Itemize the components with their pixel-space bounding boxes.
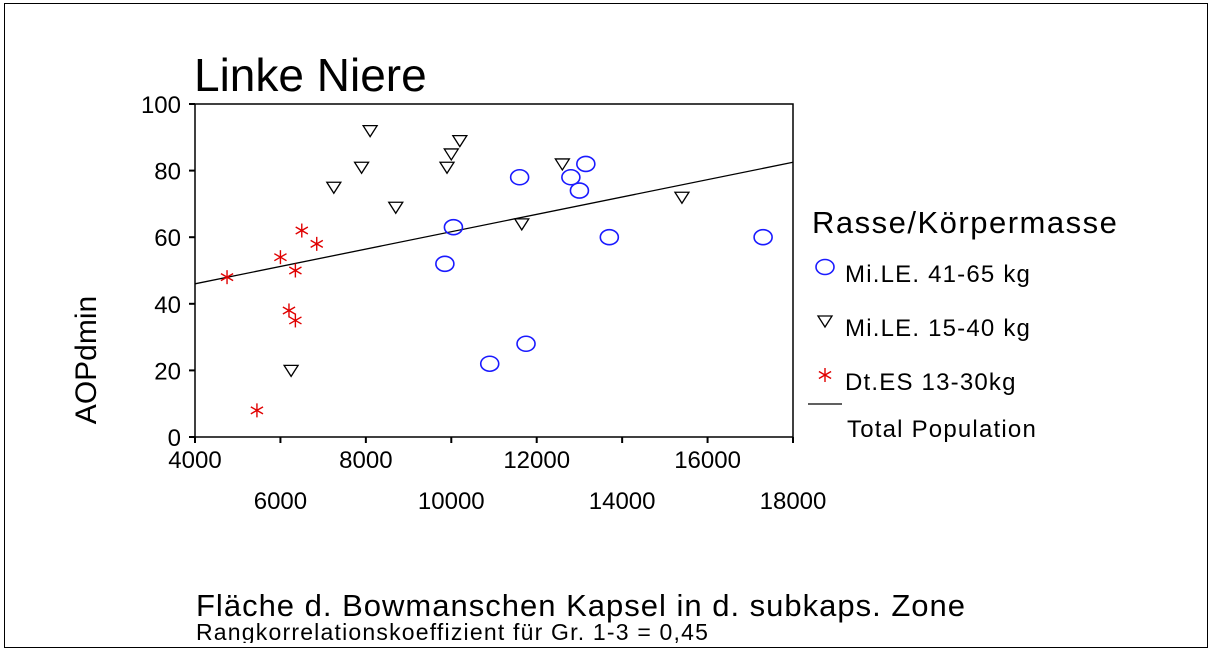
point-series1-10 xyxy=(673,191,691,205)
legend-label-0: Mi.LE. 41-65 kg xyxy=(845,261,1031,288)
legend-title: Rasse/Körpermasse xyxy=(812,205,1118,240)
legend-marker-0 xyxy=(815,258,835,276)
x-tick-label-upper-0: 4000 xyxy=(168,447,221,474)
point-series0-2 xyxy=(479,355,500,373)
legend-marker-2 xyxy=(818,368,832,382)
legend-label-2: Dt.ES 13-30kg xyxy=(845,369,1017,396)
data-points xyxy=(220,124,773,418)
x-tick-label-upper-1: 8000 xyxy=(339,447,392,474)
y-tick-label-5: 100 xyxy=(141,92,181,119)
plot-area xyxy=(194,103,794,438)
point-series1-7 xyxy=(451,134,469,148)
legend: Rasse/Körpermasse Mi.LE. 41-65 kg Mi.LE. … xyxy=(808,205,1118,443)
point-series0-4 xyxy=(516,335,536,353)
legend-label-1: Mi.LE. 15-40 kg xyxy=(845,315,1031,342)
y-axis: 0 20 40 60 80 100 xyxy=(141,92,195,452)
x-axis-label: Fläche d. Bowmanschen Kapsel in d. subka… xyxy=(196,588,966,623)
point-series0-0 xyxy=(435,255,455,273)
point-series0-8 xyxy=(599,228,620,246)
x-tick-label-lower-3: 18000 xyxy=(760,488,827,515)
point-series1-9 xyxy=(554,158,571,172)
legend-label-total: Total Population xyxy=(847,416,1037,443)
point-series1-8 xyxy=(513,218,530,232)
point-series0-5 xyxy=(561,168,581,186)
y-tick-label-4: 80 xyxy=(154,159,181,186)
y-tick-label-0: 0 xyxy=(168,425,181,452)
correlation-note: Rangkorrelationskoeffizient für Gr. 1-3 … xyxy=(196,619,709,643)
point-series1-2 xyxy=(353,161,370,175)
point-series1-5 xyxy=(438,161,456,175)
y-axis-label: AOPdmin xyxy=(70,296,103,424)
point-series2-0 xyxy=(220,270,234,285)
point-series0-9 xyxy=(753,228,773,246)
point-series1-6 xyxy=(443,148,460,162)
point-series2-7 xyxy=(310,236,324,251)
y-tick-label-1: 20 xyxy=(154,358,181,385)
chart-title: Linke Niere xyxy=(194,49,427,101)
point-series1-0 xyxy=(282,364,300,378)
x-axis: 4000 8000 12000 16000 6000 10000 14000 18000 xyxy=(168,437,826,515)
x-tick-label-upper-3: 16000 xyxy=(674,447,741,474)
x-tick-label-lower-2: 14000 xyxy=(589,488,656,515)
y-tick-label-3: 60 xyxy=(154,225,181,252)
point-series1-4 xyxy=(387,201,404,215)
point-series0-3 xyxy=(509,168,530,186)
point-series1-3 xyxy=(361,124,379,138)
point-series2-3 xyxy=(282,303,296,318)
y-tick-label-2: 40 xyxy=(154,292,181,319)
x-tick-label-upper-2: 12000 xyxy=(503,447,570,474)
point-series2-2 xyxy=(273,250,287,265)
point-series2-6 xyxy=(295,223,309,238)
point-series2-5 xyxy=(288,263,302,278)
legend-marker-1 xyxy=(816,315,834,329)
point-series2-1 xyxy=(250,403,264,418)
x-tick-label-lower-0: 6000 xyxy=(254,488,307,515)
point-series2-4 xyxy=(288,313,302,328)
point-series0-7 xyxy=(576,155,596,173)
point-series0-6 xyxy=(569,182,590,199)
point-series0-1 xyxy=(443,218,464,236)
fit-line xyxy=(194,161,794,285)
x-tick-label-lower-1: 10000 xyxy=(418,488,485,515)
point-series1-1 xyxy=(325,181,343,195)
